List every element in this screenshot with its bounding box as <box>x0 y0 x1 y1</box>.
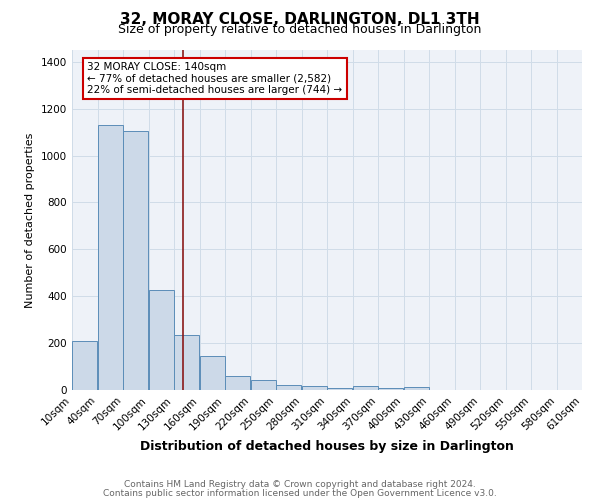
Bar <box>404 387 429 390</box>
Bar <box>72 342 97 390</box>
Text: Contains public sector information licensed under the Open Government Licence v3: Contains public sector information licen… <box>103 488 497 498</box>
Text: Size of property relative to detached houses in Darlington: Size of property relative to detached ho… <box>118 22 482 36</box>
Bar <box>276 386 301 390</box>
Bar <box>378 388 403 390</box>
Bar <box>200 356 225 390</box>
Text: Contains HM Land Registry data © Crown copyright and database right 2024.: Contains HM Land Registry data © Crown c… <box>124 480 476 489</box>
X-axis label: Distribution of detached houses by size in Darlington: Distribution of detached houses by size … <box>140 440 514 453</box>
Y-axis label: Number of detached properties: Number of detached properties <box>25 132 35 308</box>
Bar <box>225 376 250 390</box>
Bar <box>98 125 123 390</box>
Bar <box>327 388 352 390</box>
Bar <box>174 336 199 390</box>
Bar <box>123 131 148 390</box>
Bar <box>251 380 276 390</box>
Text: 32 MORAY CLOSE: 140sqm
← 77% of detached houses are smaller (2,582)
22% of semi-: 32 MORAY CLOSE: 140sqm ← 77% of detached… <box>88 62 343 95</box>
Bar <box>353 386 378 390</box>
Text: 32, MORAY CLOSE, DARLINGTON, DL1 3TH: 32, MORAY CLOSE, DARLINGTON, DL1 3TH <box>120 12 480 28</box>
Bar <box>149 290 174 390</box>
Bar <box>302 386 327 390</box>
